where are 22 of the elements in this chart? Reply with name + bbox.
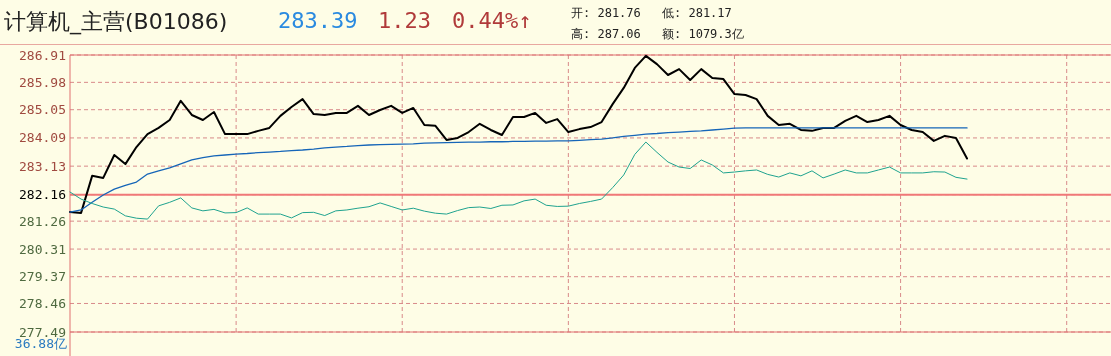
y-tick-label: 278.46	[19, 295, 66, 311]
y-tick-label: 281.26	[19, 213, 66, 229]
chart-title: 计算机_主营(B01086)	[4, 9, 228, 35]
y-tick-label: 286.91	[19, 47, 66, 63]
text: 36.88亿	[14, 336, 67, 351]
line-series	[69, 54, 969, 214]
y-tick-label: 285.05	[19, 102, 66, 118]
y-tick-label: 284.09	[19, 130, 66, 146]
text: 0.44%↑	[452, 8, 532, 33]
text: 开: 281.76	[571, 6, 641, 20]
text: 283.39	[278, 8, 358, 33]
line-series	[69, 127, 968, 213]
text: 低: 281.17	[662, 6, 732, 20]
y-tick-label: 279.37	[19, 269, 66, 285]
y-tick-label: 285.98	[19, 74, 66, 90]
y-tick-label: 283.13	[19, 158, 66, 174]
y-tick-label: 282.16	[19, 187, 66, 203]
text: 1.23	[378, 8, 431, 33]
line-series	[69, 141, 968, 220]
text: 额: 1079.3亿	[662, 27, 744, 41]
y-tick-label: 280.31	[19, 241, 66, 257]
text: 高: 287.06	[571, 27, 641, 41]
